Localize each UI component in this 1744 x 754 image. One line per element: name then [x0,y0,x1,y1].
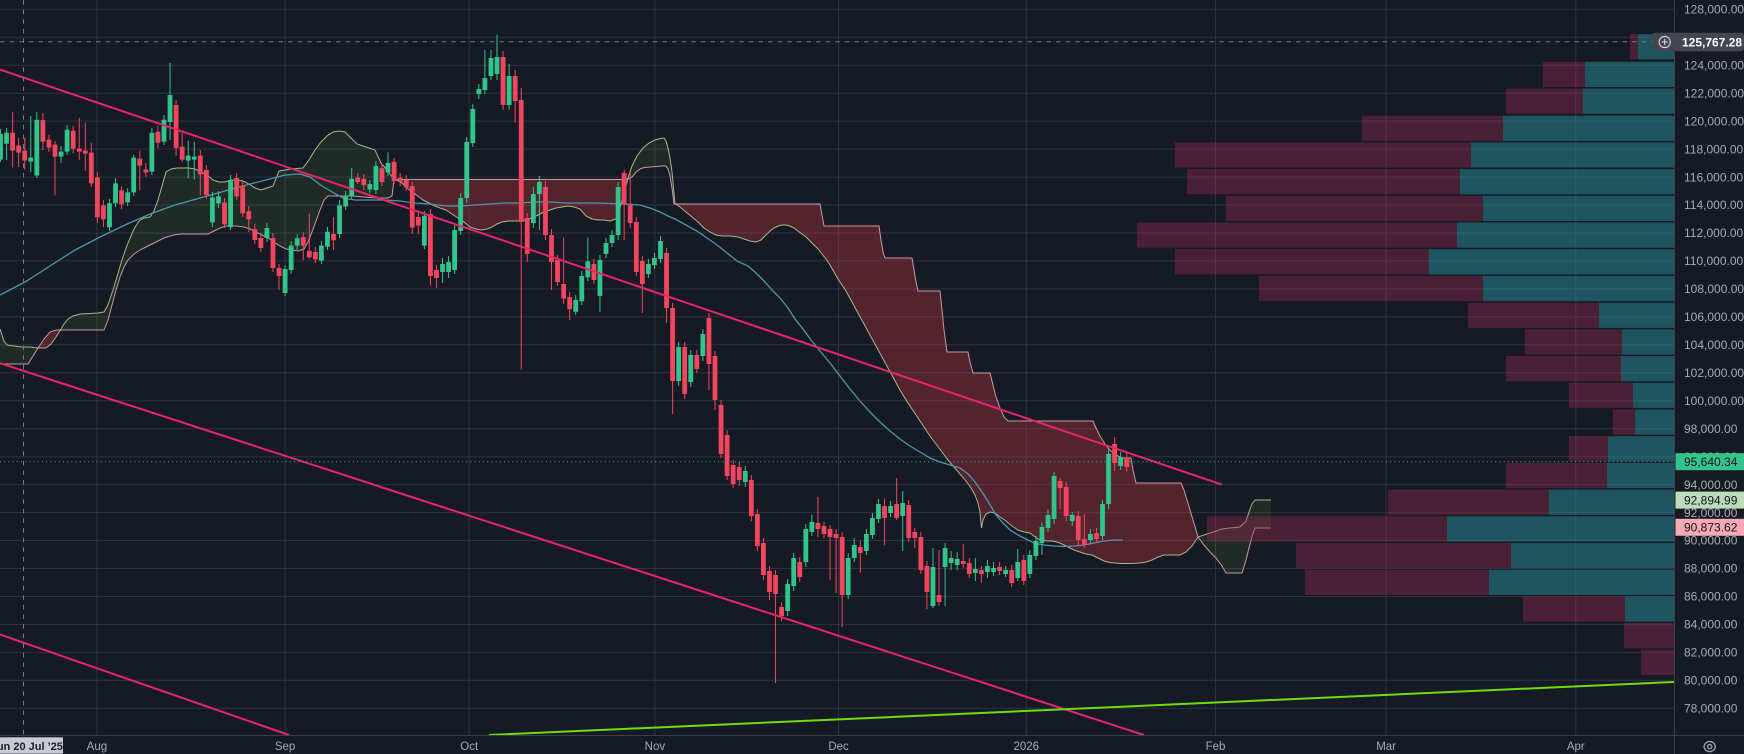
svg-text:Sun 20 Jul ’25: Sun 20 Jul ’25 [0,741,63,753]
svg-text:112,000.00: 112,000.00 [1684,226,1743,240]
svg-text:Dec: Dec [828,741,849,753]
svg-text:Nov: Nov [645,741,666,753]
svg-text:118,000.00: 118,000.00 [1684,142,1743,156]
svg-text:102,000.00: 102,000.00 [1684,366,1744,380]
svg-text:114,000.00: 114,000.00 [1684,198,1743,212]
svg-text:94,000.00: 94,000.00 [1684,478,1738,492]
svg-text:92,894.99: 92,894.99 [1684,493,1738,507]
svg-text:92,000.00: 92,000.00 [1684,506,1738,520]
svg-text:106,000.00: 106,000.00 [1684,310,1744,324]
svg-text:Aug: Aug [87,741,107,753]
svg-text:88,000.00: 88,000.00 [1684,562,1738,576]
svg-text:Oct: Oct [460,741,479,753]
svg-text:120,000.00: 120,000.00 [1684,114,1744,128]
svg-text:Mar: Mar [1376,741,1396,753]
svg-text:100,000.00: 100,000.00 [1684,394,1744,408]
svg-text:108,000.00: 108,000.00 [1684,282,1744,296]
svg-text:104,000.00: 104,000.00 [1684,338,1744,352]
svg-text:90,000.00: 90,000.00 [1684,534,1738,548]
svg-text:2026: 2026 [1014,741,1040,753]
svg-text:122,000.00: 122,000.00 [1684,86,1744,100]
svg-text:84,000.00: 84,000.00 [1684,618,1738,632]
svg-text:Feb: Feb [1206,741,1226,753]
svg-text:Sep: Sep [275,741,295,753]
svg-text:110,000.00: 110,000.00 [1684,254,1743,268]
svg-text:128,000.00: 128,000.00 [1684,3,1744,17]
svg-text:80,000.00: 80,000.00 [1684,674,1738,688]
svg-text:98,000.00: 98,000.00 [1684,422,1738,436]
svg-text:90,873.62: 90,873.62 [1684,521,1738,535]
svg-text:82,000.00: 82,000.00 [1684,646,1738,660]
svg-text:86,000.00: 86,000.00 [1684,590,1738,604]
svg-text:125,767.28: 125,767.28 [1682,35,1742,49]
svg-text:116,000.00: 116,000.00 [1684,170,1743,184]
svg-text:95,640.34: 95,640.34 [1684,455,1738,469]
svg-text:124,000.00: 124,000.00 [1684,58,1744,72]
svg-text:Apr: Apr [1567,741,1585,753]
svg-text:78,000.00: 78,000.00 [1684,702,1738,716]
